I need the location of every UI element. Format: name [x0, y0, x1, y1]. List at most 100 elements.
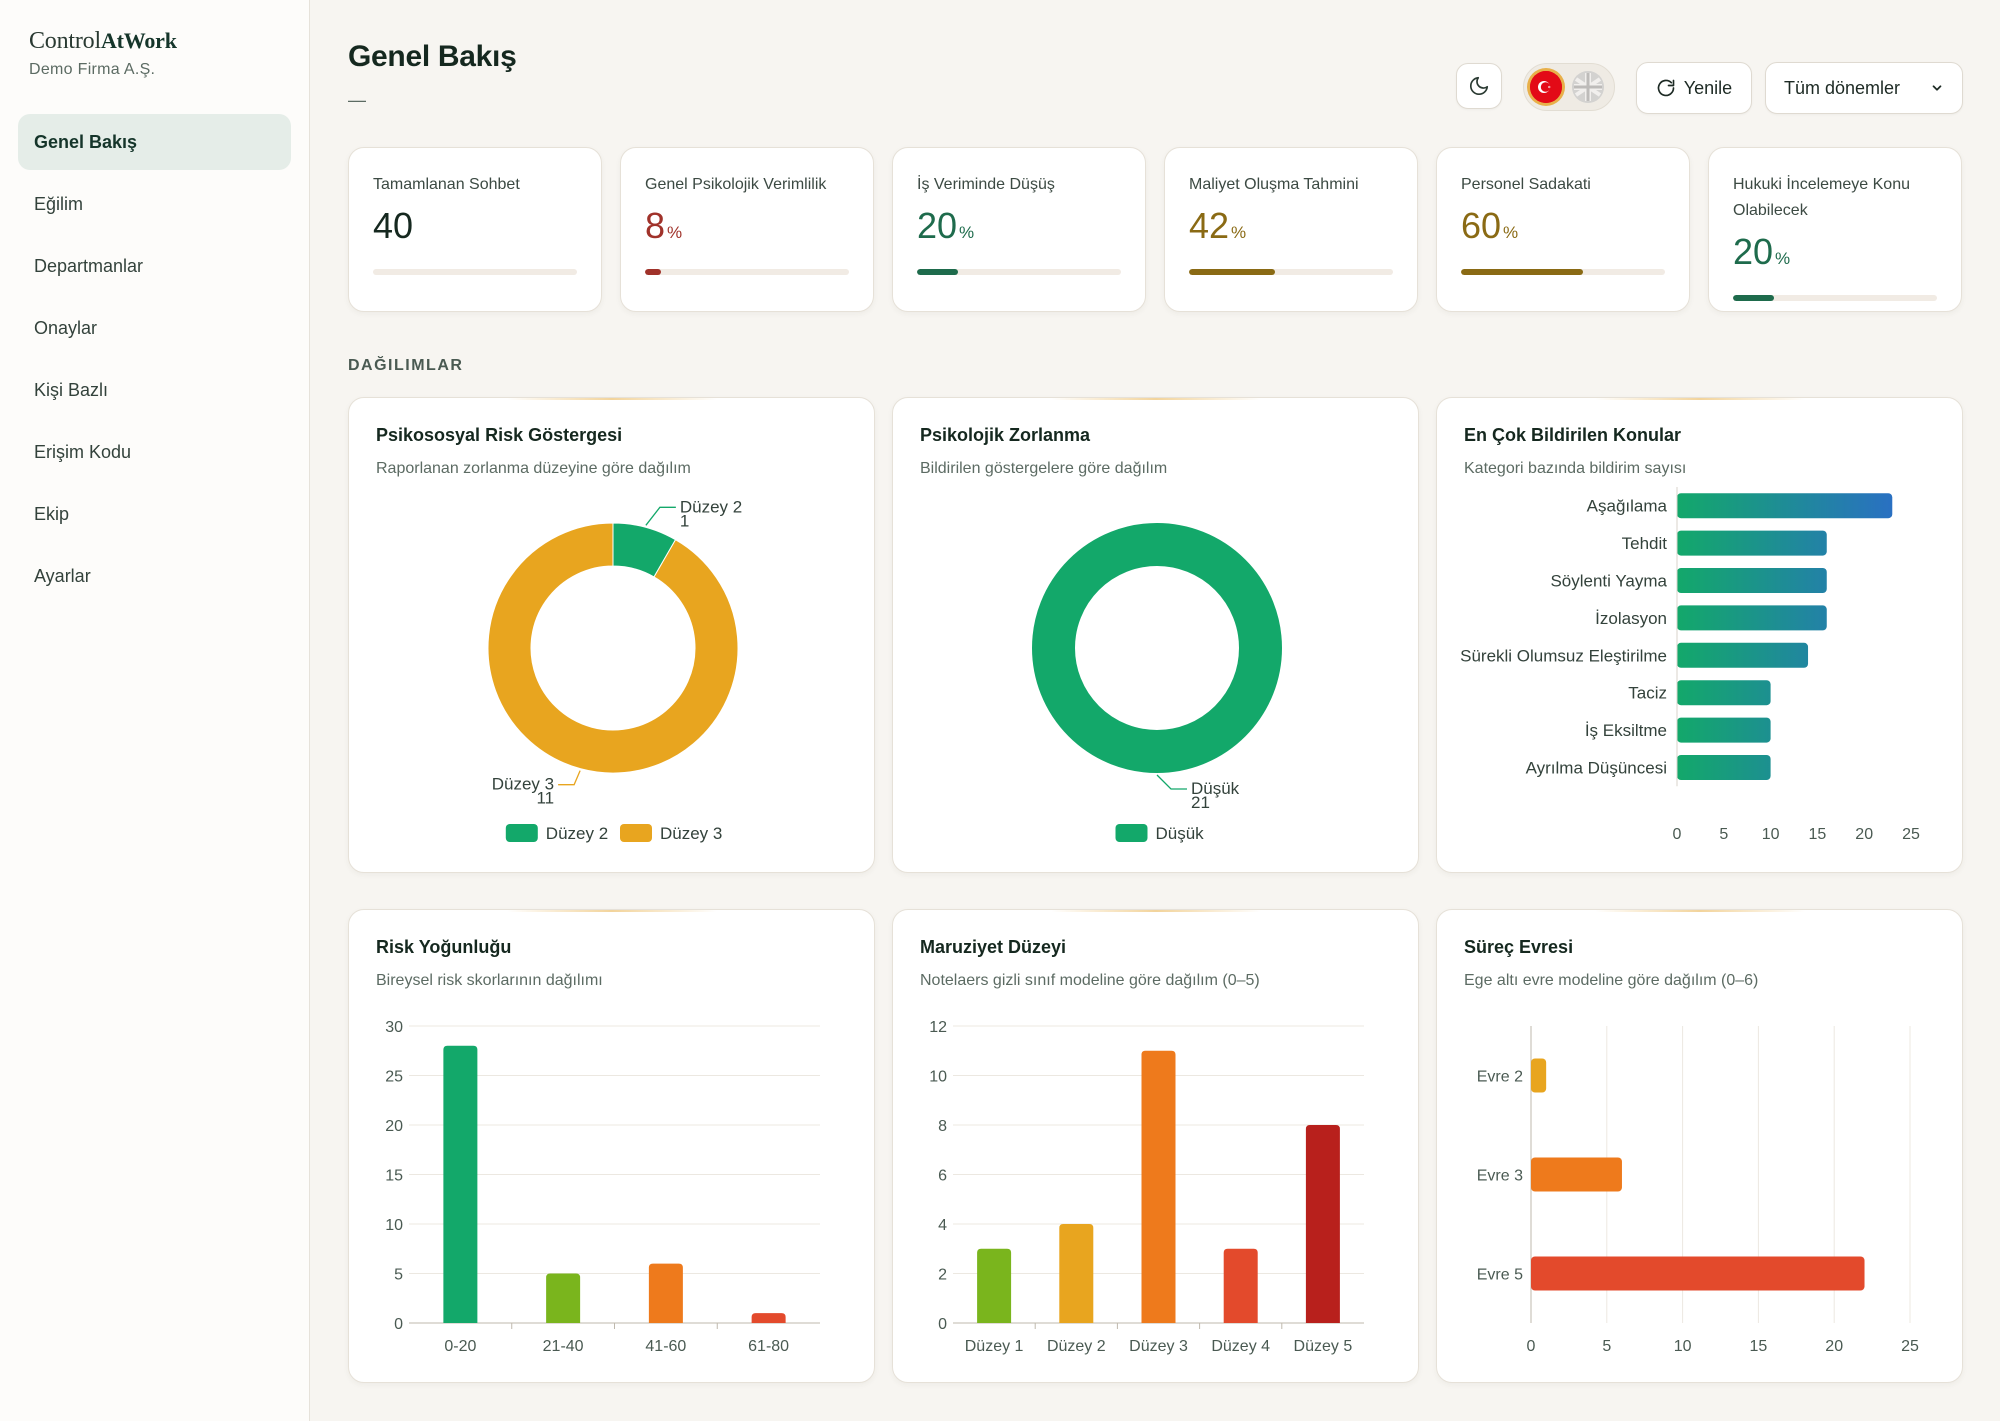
kpi-progress-track [1461, 269, 1665, 275]
kpi-unit: % [1231, 223, 1247, 242]
sidebar-item-genel-bakis[interactable]: Genel Bakış [18, 114, 291, 170]
kpi-number: 20 [1733, 231, 1774, 272]
donut-label-name: Düzey 3 [492, 775, 554, 794]
kpi-card-tamamlanan-sohbet: Tamamlanan Sohbet 40 [348, 147, 602, 312]
chart-title: Süreç Evresi [1464, 937, 1574, 957]
chart-title: Psikososyal Risk Göstergesi [376, 425, 623, 445]
y-tick-label: 0 [394, 1316, 403, 1333]
section-title-dagilimlar: DAĞILIMLAR [348, 357, 464, 374]
donut-label-value: 11 [536, 789, 554, 808]
bar-category-label: İş Eksiltme [1585, 721, 1667, 740]
tr-flag-icon[interactable] [1530, 71, 1562, 103]
brand-name-bold: AtWork [100, 28, 177, 53]
sidebar-item-kisi-bazli[interactable]: Kişi Bazlı [34, 379, 109, 400]
x-tick-label: 10 [1762, 826, 1780, 843]
kpi-number: 40 [373, 205, 414, 246]
kpi-progress-track [917, 269, 1121, 275]
bar [1677, 568, 1827, 593]
chart-card-risk-yogunlugu: Risk Yoğunluğu Bireysel risk skorlarının… [348, 909, 875, 1383]
kpi-value: 60% [1461, 206, 1665, 253]
y-tick-label: 30 [385, 1019, 403, 1036]
donut-leader-line [558, 770, 581, 786]
period-select[interactable]: Tüm dönemler [1765, 62, 1963, 114]
bar [1531, 1157, 1622, 1192]
bar-category-label: Ayrılma Düşüncesi [1526, 759, 1667, 778]
donut-leader-line [645, 506, 676, 526]
x-tick-label: Düzey 2 [1047, 1338, 1106, 1355]
kpi-progress-track [1733, 295, 1937, 301]
bar-category-label: Sürekli Olumsuz Eleştirilme [1460, 646, 1667, 665]
y-tick-label: 5 [394, 1267, 403, 1284]
brand-logo[interactable]: ControlAtWork [29, 28, 177, 55]
bar [1677, 605, 1827, 631]
period-select-value: Tüm dönemler [1784, 77, 1901, 98]
donut-leader-line [1156, 774, 1187, 790]
sidebar-item-departmanlar[interactable]: Departmanlar [34, 255, 144, 276]
kpi-unit: % [1503, 223, 1519, 242]
kpi-unit: % [667, 223, 683, 242]
sidebar-item-egilim[interactable]: Eğilim [34, 193, 84, 214]
kpi-value: 20% [1733, 232, 1937, 279]
y-tick-label: 2 [938, 1267, 947, 1284]
brand: ControlAtWork Demo Firma A.Ş. [29, 28, 177, 79]
sidebar-nav: Genel Bakış Eğilim Departmanlar Onaylar … [18, 114, 291, 610]
donut-label-value: 1 [680, 511, 689, 530]
x-tick-label: Düzey 3 [1129, 1338, 1188, 1355]
refresh-button[interactable]: Yenile [1636, 62, 1752, 114]
x-tick-label: 10 [1674, 1338, 1692, 1355]
kpi-progress-track [1189, 269, 1393, 275]
sidebar-item-erisim-kodu[interactable]: Erişim Kodu [34, 441, 132, 462]
horizontal-bar-chart: Aşağılama Tehdit Söylenti Yayma İzolasyon Sü… [1460, 487, 1920, 843]
kpi-card-psikolojik-verimlilik: Genel Psikolojik Verimlilik 8% [620, 147, 874, 312]
donut-slice [1032, 523, 1282, 773]
theme-toggle-button[interactable] [1456, 63, 1502, 109]
y-tick-label: 6 [938, 1168, 947, 1185]
chart-title: Psikolojik Zorlanma [920, 425, 1091, 445]
kpi-card-is-veriminde-dusus: İş Veriminde Düşüş 20% [892, 147, 1146, 312]
sidebar-item-onaylar[interactable]: Onaylar [34, 317, 98, 338]
kpi-label: Personel Sadakati [1461, 176, 1591, 193]
x-tick-label: 5 [1602, 1338, 1611, 1355]
x-tick-label: 20 [1855, 826, 1873, 843]
kpi-label: İş Veriminde Düşüş [917, 176, 1055, 193]
sidebar-item-ekip[interactable]: Ekip [34, 503, 70, 524]
legend-label: Düzey 3 [660, 824, 722, 843]
y-tick-label: 10 [929, 1069, 947, 1086]
kpi-unit: % [1775, 249, 1791, 268]
y-tick-label: 15 [385, 1168, 403, 1185]
uk-flag-icon[interactable] [1572, 71, 1604, 103]
x-tick-label: 25 [1901, 1338, 1919, 1355]
kpi-label: Maliyet Oluşma Tahmini [1189, 176, 1359, 193]
donut-slice [487, 522, 739, 774]
sidebar-item-ayarlar[interactable]: Ayarlar [34, 565, 91, 586]
bar-category-label: Evre 3 [1477, 1168, 1523, 1185]
kpi-label: Tamamlanan Sohbet [373, 176, 520, 193]
kpi-progress-fill [645, 269, 662, 275]
page-title: Genel Bakış [348, 40, 517, 73]
chart-subtitle: Bireysel risk skorlarının dağılımı [376, 972, 603, 989]
chart-card-maruziyet-duzeyi: Maruziyet Düzeyi Notelaers gizli sınıf m… [892, 909, 1419, 1383]
legend-label: Düzey 2 [546, 824, 608, 843]
y-tick-label: 10 [385, 1217, 403, 1234]
kpi-progress-track [645, 269, 849, 275]
y-tick-label: 25 [385, 1069, 403, 1086]
bar [648, 1263, 683, 1323]
legend-swatch [1115, 824, 1148, 842]
kpi-progress-fill [917, 269, 958, 275]
company-name: Demo Firma A.Ş. [29, 61, 156, 78]
y-tick-label: 0 [938, 1316, 947, 1333]
bar [1677, 642, 1809, 668]
x-tick-label: 5 [1719, 826, 1728, 843]
kpi-number: 8 [645, 205, 666, 246]
kpi-value: 8% [645, 206, 849, 253]
x-tick-label: Düzey 4 [1211, 1338, 1270, 1355]
bar-category-label: İzolasyon [1595, 609, 1667, 628]
chart-subtitle: Notelaers gizli sınıf modeline göre dağı… [920, 972, 1260, 989]
bar [1677, 755, 1771, 780]
x-tick-label: 0-20 [444, 1338, 476, 1355]
bar [1677, 717, 1771, 743]
kpi-value: 42% [1189, 206, 1393, 253]
kpi-card-hukuki-inceleme: Hukuki İncelemeye Konu Olabilecek 20% [1708, 147, 1962, 312]
chart-title: Risk Yoğunluğu [376, 937, 512, 957]
